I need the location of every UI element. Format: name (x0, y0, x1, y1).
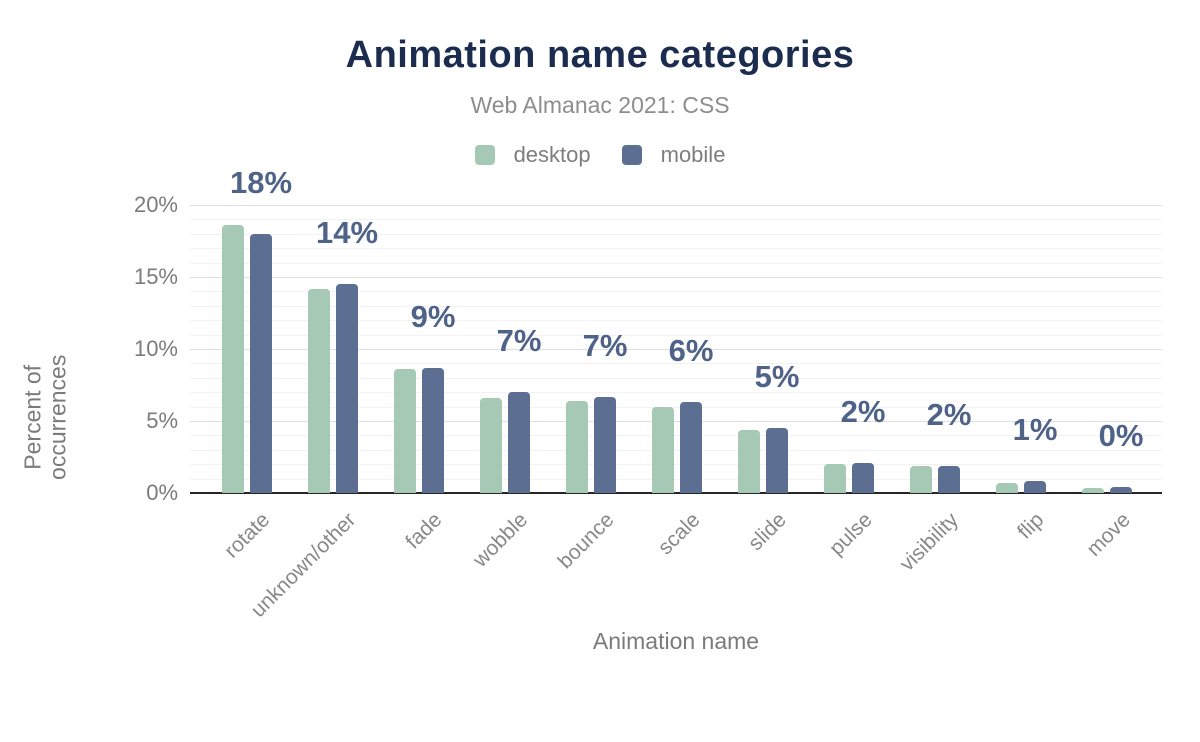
gridline-minor (190, 219, 1162, 221)
x-category-label-move: move (1081, 508, 1135, 561)
y-tick-label: 5% (146, 408, 178, 433)
bar-desktop-move (1082, 487, 1104, 493)
bar-mobile-slide (766, 428, 788, 493)
gridline-minor (190, 363, 1162, 365)
plot-area: 18% 14% 9% 7% 7% 6% 5% 2% 2% 1% 0% (190, 167, 1162, 494)
x-category-label-wobble: wobble (469, 508, 533, 572)
bar-mobile-pulse (852, 462, 874, 493)
bar-mobile-scale (680, 402, 702, 493)
x-axis-line (190, 492, 1162, 494)
bar-value-label-scale: 6% (668, 333, 714, 369)
legend-item-mobile: mobile (621, 142, 726, 168)
gridline-major (190, 349, 1162, 350)
x-category-label-scale: scale (653, 508, 705, 560)
bar-value-label-slide: 5% (754, 359, 800, 395)
bar-group-rotate (204, 205, 290, 493)
bar-desktop-bounce (566, 400, 588, 493)
legend-label-desktop: desktop (513, 142, 591, 167)
x-category-label-visibility: visibility (895, 508, 963, 576)
bar-value-label-visibility: 2% (926, 396, 972, 432)
gridline-minor (190, 406, 1162, 408)
gridline-minor (190, 449, 1162, 451)
x-category-label-bounce: bounce (553, 508, 619, 574)
bar-value-label-wobble: 7% (496, 323, 542, 359)
bar-group-fade (376, 205, 462, 493)
bar-value-label-flip: 1% (1012, 412, 1058, 448)
x-category-label-slide: slide (743, 508, 791, 556)
bar-desktop-pulse (824, 464, 846, 493)
bar-mobile-unknown/other (336, 284, 358, 493)
bar-group-wobble (462, 205, 548, 493)
bar-desktop-unknown/other (308, 288, 330, 493)
chart-subtitle: Web Almanac 2021: CSS (470, 92, 730, 118)
bar-mobile-visibility (938, 465, 960, 493)
bar-desktop-visibility (910, 465, 932, 493)
bar-mobile-move (1110, 486, 1132, 493)
y-tick-label: 20% (133, 192, 178, 217)
gridline-minor (190, 334, 1162, 336)
gridline-minor (190, 478, 1162, 480)
bar-value-label-rotate: 18% (229, 164, 293, 200)
bar-group-flip (978, 205, 1064, 493)
bar-value-label-bounce: 7% (582, 327, 628, 363)
bar-group-move (1064, 205, 1150, 493)
bar-mobile-fade (422, 367, 444, 493)
x-category-label-flip: flip (1013, 508, 1049, 544)
bar-group-bounce (548, 205, 634, 493)
bar-group-pulse (806, 205, 892, 493)
gridline-minor (190, 291, 1162, 293)
bar-mobile-bounce (594, 396, 616, 493)
gridline-major (190, 205, 1162, 206)
legend: desktop mobile (0, 142, 1200, 168)
bar-group-visibility (892, 205, 978, 493)
bar-value-label-move: 0% (1098, 417, 1144, 453)
bar-value-label-pulse: 2% (840, 393, 886, 429)
bar-value-label-unknown/other: 14% (315, 215, 379, 251)
bar-mobile-flip (1024, 481, 1046, 493)
gridline-minor (190, 262, 1162, 264)
gridline-minor (190, 392, 1162, 394)
legend-swatch-mobile (621, 145, 642, 165)
x-axis-title: Animation name (592, 628, 760, 654)
y-tick-label: 10% (133, 336, 178, 361)
bar-value-label-fade: 9% (410, 298, 456, 334)
legend-label-mobile: mobile (660, 142, 726, 167)
bar-desktop-slide (738, 429, 760, 493)
bar-mobile-wobble (508, 392, 530, 493)
y-tick-label: 15% (133, 264, 178, 289)
bar-desktop-scale (652, 406, 674, 493)
gridline-minor (190, 233, 1162, 235)
gridline-minor (190, 248, 1162, 250)
gridline-minor (190, 377, 1162, 379)
bar-mobile-rotate (250, 233, 272, 493)
bar-desktop-fade (394, 369, 416, 493)
gridline-minor (190, 464, 1162, 466)
gridline-major (190, 277, 1162, 278)
gridline-major (190, 421, 1162, 422)
x-category-label-pulse: pulse (824, 508, 877, 561)
y-tick-label: 0% (146, 480, 178, 505)
bar-desktop-flip (996, 482, 1018, 493)
gridline-minor (190, 320, 1162, 322)
bar-group-slide (720, 205, 806, 493)
bar-group-scale (634, 205, 720, 493)
chart-title: Animation name categories (345, 34, 855, 76)
x-category-label-rotate: rotate (220, 508, 275, 563)
x-category-label-fade: fade (401, 508, 447, 554)
bar-group-unknown/other (290, 205, 376, 493)
legend-item-desktop: desktop (474, 142, 591, 168)
bar-desktop-wobble (480, 397, 502, 493)
gridline-minor (190, 435, 1162, 437)
gridline-minor (190, 305, 1162, 307)
bar-desktop-rotate (222, 225, 244, 493)
legend-swatch-desktop (474, 145, 495, 165)
